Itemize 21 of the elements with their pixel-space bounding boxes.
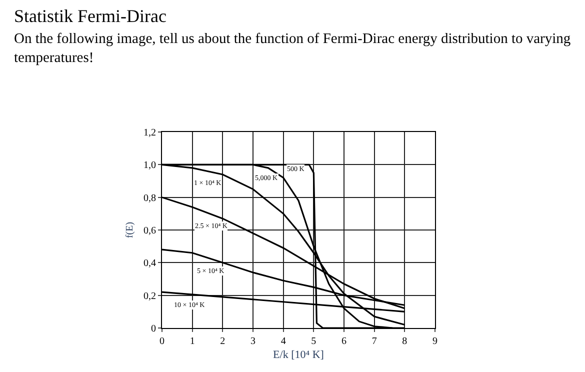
x-tick-label: 0 [160, 336, 164, 347]
x-tick-label: 8 [402, 336, 408, 347]
x-tick-label: 3 [250, 336, 256, 347]
x-axis-title: E/k [10⁴ K] [273, 349, 324, 362]
x-tick-label: 7 [372, 336, 377, 347]
y-tick-label: 0,8 [144, 192, 156, 204]
x-tick-label: 6 [342, 336, 346, 347]
x-tick-label: 9 [432, 336, 438, 347]
x-tick-label: 4 [280, 336, 286, 347]
x-tick-label: 2 [220, 336, 226, 347]
x-tick-label: 5 [311, 336, 316, 347]
chart-subtitle: On the following image, tell us about the function of Fermi-Dirac energy distribution to varying temperatures! [14, 31, 571, 66]
y-tick-label: 0,2 [144, 290, 156, 302]
y-tick-label: 0,4 [144, 258, 156, 270]
y-tick-label: 0,6 [144, 226, 156, 236]
chart-title: Statistik Fermi-Dirac [14, 6, 166, 26]
y-tick-label: 1,0 [144, 160, 156, 172]
x-tick-label: 1 [190, 336, 195, 347]
y-tick-label: 1,2 [144, 128, 156, 138]
y-tick-label: 0 [151, 324, 156, 334]
y-axis-title: f(E) [124, 222, 136, 238]
